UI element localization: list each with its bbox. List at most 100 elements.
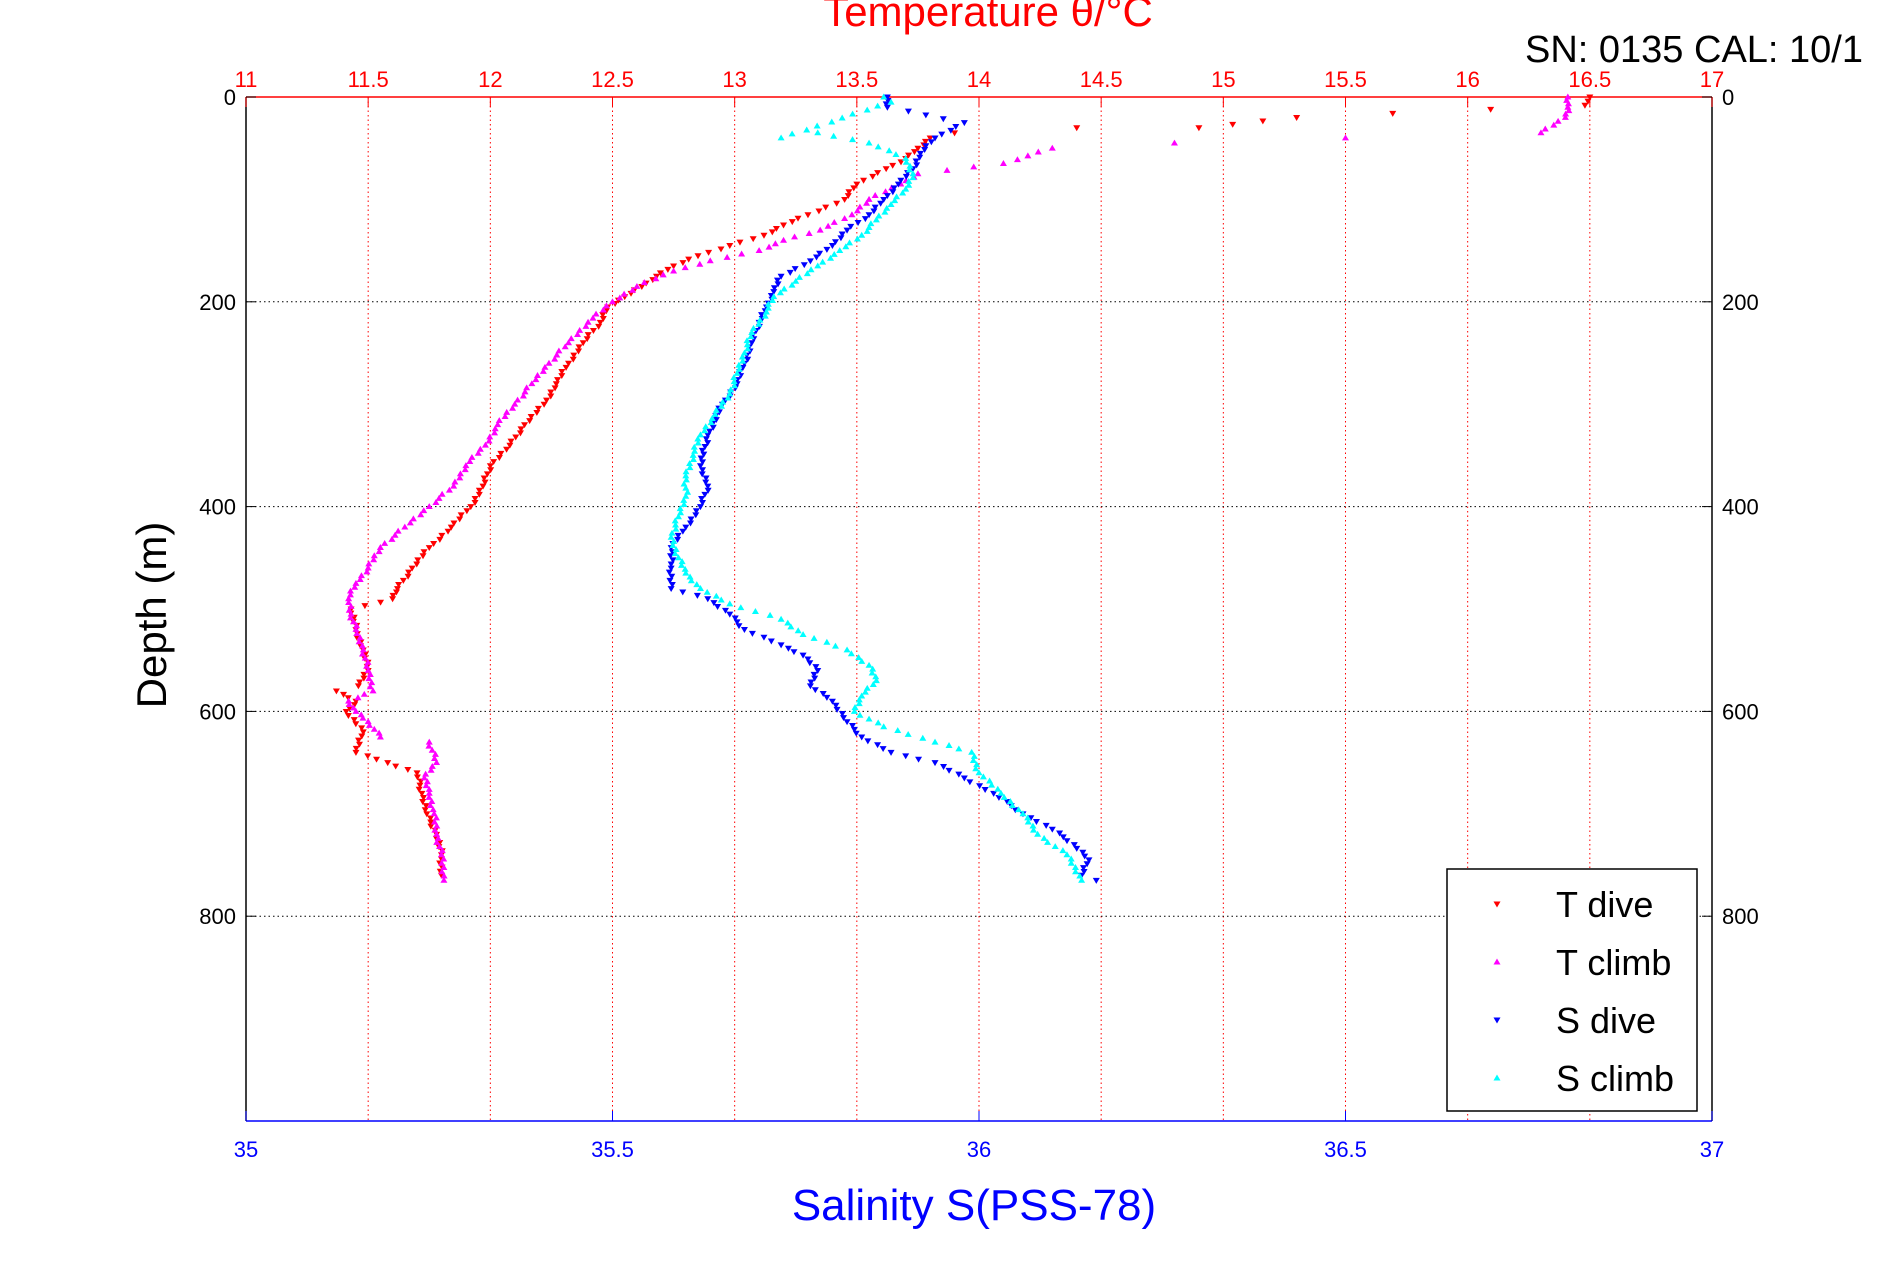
data-point (495, 454, 503, 461)
data-point (558, 373, 566, 380)
data-point (422, 782, 430, 789)
data-point (863, 106, 871, 113)
data-point (353, 630, 361, 637)
data-point (393, 586, 401, 593)
data-point (1040, 834, 1048, 841)
data-point (877, 200, 885, 207)
data-point (940, 763, 948, 770)
data-point (807, 679, 815, 686)
data-point (943, 166, 951, 173)
data-point (670, 537, 678, 544)
data-point (440, 864, 448, 871)
data-point (833, 200, 841, 207)
data-point (819, 258, 827, 265)
data-point (450, 520, 458, 527)
data-point (833, 706, 841, 713)
data-point (882, 101, 890, 108)
data-point (490, 459, 498, 466)
data-point (766, 611, 774, 618)
data-point (760, 634, 768, 641)
data-point (438, 532, 446, 539)
data-point (429, 806, 437, 813)
data-point (847, 223, 855, 230)
data-point (721, 607, 729, 614)
data-point (739, 357, 747, 364)
data-point (423, 778, 431, 785)
data-point (652, 275, 660, 282)
data-point (526, 418, 534, 425)
temperature-tick-label: 14 (967, 67, 991, 92)
data-point (806, 683, 814, 690)
data-point (672, 525, 680, 532)
data-point (1554, 117, 1562, 124)
data-point (487, 467, 495, 474)
data-point (415, 786, 423, 793)
data-point (428, 798, 436, 804)
data-point (692, 512, 700, 519)
data-point (874, 719, 882, 726)
data-point (979, 773, 987, 780)
data-point (921, 147, 929, 153)
data-point (388, 535, 396, 542)
data-point (1067, 855, 1075, 862)
data-point (468, 453, 476, 460)
data-point (699, 467, 707, 474)
data-point (456, 516, 464, 523)
data-point (811, 675, 819, 682)
data-point (838, 114, 846, 121)
data-point (955, 771, 963, 778)
data-point (784, 645, 792, 652)
depth-tick-label-right: 800 (1722, 904, 1759, 929)
data-point (370, 552, 378, 559)
data-point (596, 319, 604, 326)
data-point (863, 684, 871, 691)
data-point (812, 664, 820, 671)
data-point (865, 661, 873, 668)
data-point (887, 201, 895, 207)
data-point (694, 253, 702, 260)
data-point (843, 646, 851, 653)
data-point (1537, 129, 1545, 136)
data-point (776, 289, 784, 296)
temperature-tick-label: 13.5 (835, 67, 878, 92)
data-point (726, 243, 734, 249)
data-point (774, 281, 782, 288)
data-point (709, 424, 717, 431)
data-point (905, 181, 913, 188)
data-point (405, 569, 413, 576)
data-point (450, 482, 458, 489)
data-point (696, 431, 704, 438)
data-point (861, 216, 869, 223)
data-point (420, 507, 428, 514)
data-point (432, 814, 440, 821)
data-point (352, 749, 360, 756)
data-point (838, 231, 846, 238)
data-point (389, 592, 397, 599)
data-point (512, 434, 520, 441)
data-point (682, 468, 690, 475)
data-point (841, 196, 849, 203)
data-point (485, 437, 493, 444)
data-point (1076, 872, 1084, 879)
data-point (681, 264, 689, 271)
data-point (853, 207, 861, 214)
data-point (545, 359, 553, 366)
data-point (670, 263, 678, 270)
data-point (767, 638, 775, 645)
data-point (430, 810, 438, 817)
data-point (519, 392, 527, 399)
data-point (827, 254, 835, 261)
data-point (466, 458, 474, 464)
data-point (975, 769, 983, 776)
data-point (547, 389, 555, 396)
data-point (836, 247, 844, 254)
data-point (687, 516, 695, 523)
data-point (945, 742, 953, 748)
data-point (1024, 814, 1032, 821)
data-point (938, 131, 946, 138)
data-point (698, 495, 706, 502)
data-point (694, 439, 702, 446)
data-point (364, 658, 372, 665)
data-point (433, 830, 441, 837)
data-point (345, 599, 353, 606)
